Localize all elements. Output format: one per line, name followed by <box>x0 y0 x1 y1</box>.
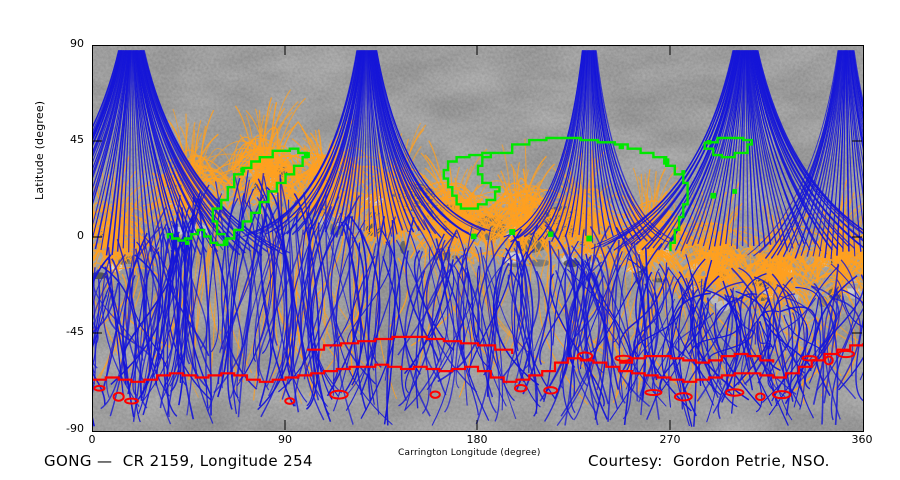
x-tick-label-0: 0 <box>88 433 96 446</box>
y-tick-label-45: 45 <box>70 133 84 146</box>
field-line-overlay <box>93 46 863 431</box>
y-tick-label-neg45: -45 <box>66 325 84 338</box>
caption-credit: Courtesy: Gordon Petrie, NSO. <box>588 452 830 470</box>
x-tick-label-90: 90 <box>278 433 292 446</box>
caption-source: GONG — CR 2159, Longitude 254 <box>44 452 313 470</box>
y-axis-label: Latitude (degree) <box>33 100 46 200</box>
y-tick-label-0: 0 <box>77 229 84 242</box>
x-axis-label: Carrington Longitude (degree) <box>398 448 541 458</box>
open-field-lines <box>93 50 863 427</box>
magnetogram-plot-area <box>92 45 864 432</box>
x-tick-label-180: 180 <box>466 433 488 446</box>
y-tick-label-neg90: -90 <box>66 422 84 435</box>
north-coronal-hole-contours <box>166 136 753 252</box>
x-tick-label-270: 270 <box>659 433 681 446</box>
y-tick-label-90: 90 <box>70 37 84 50</box>
x-tick-label-360: 360 <box>851 433 873 446</box>
south-coronal-hole-contours <box>93 335 863 405</box>
